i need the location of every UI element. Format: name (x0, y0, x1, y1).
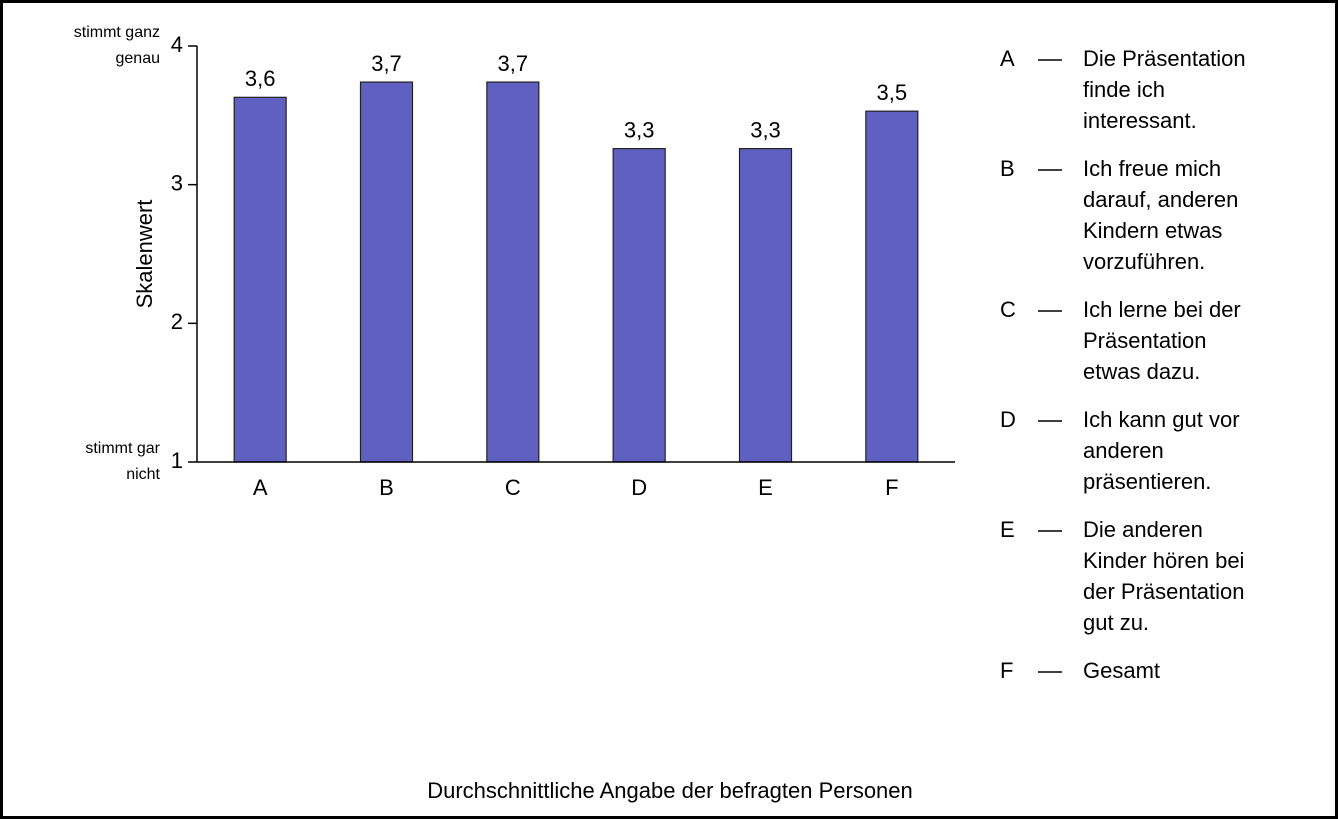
legend-key: D (1000, 407, 1016, 432)
bar (486, 81, 540, 463)
legend-text: Kindern etwas (1083, 218, 1222, 243)
bar (738, 148, 793, 463)
value-label: 3,6 (245, 66, 276, 91)
x-tick-label: E (758, 475, 773, 500)
bar (865, 110, 919, 463)
axis-annotation: genau (116, 50, 161, 67)
legend-key: C (1000, 297, 1016, 322)
value-label: 3,3 (750, 117, 781, 142)
bar (612, 148, 666, 463)
bar (359, 81, 414, 463)
y-tick-label: 4 (171, 32, 183, 57)
x-tick-label: C (505, 475, 521, 500)
legend-key: A (1000, 46, 1015, 71)
x-tick-label: D (631, 475, 647, 500)
legend-key: F (1000, 658, 1013, 683)
legend-text: finde ich (1083, 77, 1165, 102)
legend-text: Ich freue mich (1083, 156, 1221, 181)
legend-key: E (1000, 517, 1015, 542)
y-tick-label: 1 (171, 448, 183, 473)
axis-annotation: stimmt ganz (74, 24, 160, 41)
x-tick-label: B (379, 475, 394, 500)
legend-text: vorzuführen. (1083, 249, 1205, 274)
y-tick-label: 2 (171, 309, 183, 334)
axis-annotation: nicht (126, 466, 160, 483)
x-tick-label: A (253, 475, 268, 500)
legend-text: der Präsentation (1083, 579, 1244, 604)
legend-key: B (1000, 156, 1015, 181)
axis-annotation: stimmt gar (85, 440, 160, 457)
legend-text: darauf, anderen (1083, 187, 1238, 212)
legend-text: Ich kann gut vor (1083, 407, 1240, 432)
legend-text: präsentieren. (1083, 469, 1211, 494)
value-label: 3,3 (624, 117, 655, 142)
legend-text: Ich lerne bei der (1083, 297, 1241, 322)
legend-text: gut zu. (1083, 610, 1149, 635)
legend-text: Präsentation (1083, 328, 1207, 353)
legend-text: anderen (1083, 438, 1164, 463)
legend-text: Kinder hören bei (1083, 548, 1244, 573)
x-axis-label: Durchschnittliche Angabe der befragten P… (427, 778, 913, 803)
y-tick-label: 3 (171, 170, 183, 195)
x-tick-label: F (885, 475, 898, 500)
value-label: 3,7 (498, 51, 529, 76)
legend-text: Die anderen (1083, 517, 1203, 542)
legend-text: etwas dazu. (1083, 359, 1200, 384)
value-label: 3,7 (371, 51, 402, 76)
legend-text: interessant. (1083, 108, 1197, 133)
value-label: 3,5 (877, 80, 908, 105)
legend-text: Die Präsentation (1083, 46, 1246, 71)
legend-text: Gesamt (1083, 658, 1160, 683)
y-axis-label: Skalenwert (132, 200, 157, 309)
bar (233, 96, 287, 463)
